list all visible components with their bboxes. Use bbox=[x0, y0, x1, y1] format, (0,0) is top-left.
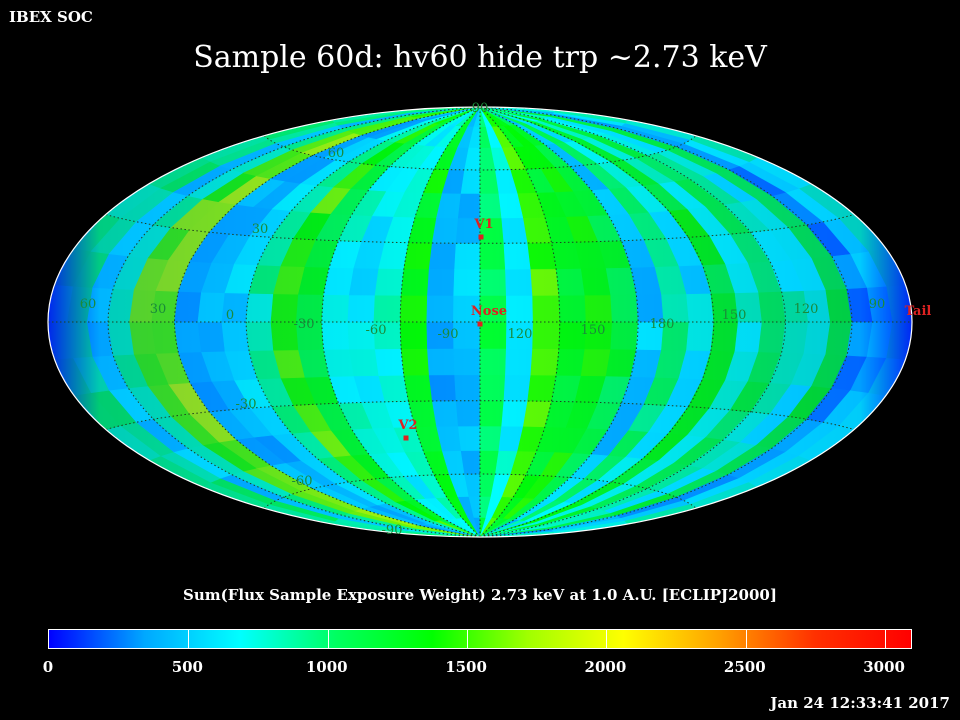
marker-label: Nose bbox=[471, 304, 507, 319]
latitude-label: 60 bbox=[328, 146, 345, 161]
longitude-label: 120 bbox=[794, 302, 819, 317]
map-title: Sample 60d: hv60 hide trp ~2.73 keV bbox=[193, 40, 767, 75]
map-outline bbox=[47, 106, 913, 538]
timestamp: Jan 24 12:33:41 2017 bbox=[770, 694, 950, 712]
longitude-label: 90 bbox=[869, 297, 886, 312]
latitude-label: -60 bbox=[292, 474, 313, 489]
longitude-label: 30 bbox=[150, 302, 167, 317]
longitude-label: -30 bbox=[294, 317, 315, 332]
longitude-label: 0 bbox=[226, 308, 234, 323]
latitude-label: 90 bbox=[472, 101, 489, 116]
colorbar-separator bbox=[885, 630, 887, 648]
longitude-label: -60 bbox=[366, 323, 387, 338]
colorbar-separator bbox=[188, 630, 190, 648]
marker-dot bbox=[403, 435, 409, 441]
marker-label: V2 bbox=[397, 418, 417, 433]
colorbar-title: Sum(Flux Sample Exposure Weight) 2.73 ke… bbox=[183, 586, 777, 604]
colorbar-tick-label: 2000 bbox=[584, 658, 627, 676]
colorbar-gradient bbox=[49, 630, 911, 648]
latitude-label: -90 bbox=[382, 523, 403, 538]
longitude-label: -90 bbox=[438, 327, 459, 342]
colorbar-separator bbox=[467, 630, 469, 648]
coordinate-grid bbox=[48, 107, 912, 537]
marker-dot bbox=[478, 234, 484, 240]
colorbar bbox=[48, 629, 912, 649]
longitude-label: 150 bbox=[581, 323, 606, 338]
direction-markers: V1 Nose V2 Tail bbox=[397, 217, 931, 441]
longitude-label: 180 bbox=[650, 317, 675, 332]
longitude-label: 60 bbox=[80, 297, 97, 312]
organization-label: IBEX SOC bbox=[9, 8, 93, 26]
colorbar-tick-label: 0 bbox=[42, 658, 54, 676]
marker-label: Tail bbox=[905, 304, 932, 319]
longitude-label: 120 bbox=[508, 327, 533, 342]
colorbar-separator bbox=[606, 630, 608, 648]
latitude-label: -30 bbox=[236, 397, 257, 412]
grid-labels: -60 -30 30 60 90 -90 60 30 0 -30 -60 -90 120 150 180 15… bbox=[80, 101, 886, 538]
colorbar-tick-label: 500 bbox=[171, 658, 203, 676]
latitude-label: 30 bbox=[252, 222, 269, 237]
colorbar-tick-label: 2500 bbox=[723, 658, 766, 676]
colorbar-tick-label: 3000 bbox=[863, 658, 905, 676]
colorbar-tick-label: 1000 bbox=[305, 658, 348, 676]
colorbar-tick-label: 1500 bbox=[445, 658, 487, 676]
longitude-label: 150 bbox=[722, 308, 747, 323]
colorbar-separator bbox=[745, 630, 747, 648]
colorbar-separator bbox=[327, 630, 329, 648]
marker-dot bbox=[477, 321, 483, 327]
marker-label: V1 bbox=[473, 217, 493, 232]
